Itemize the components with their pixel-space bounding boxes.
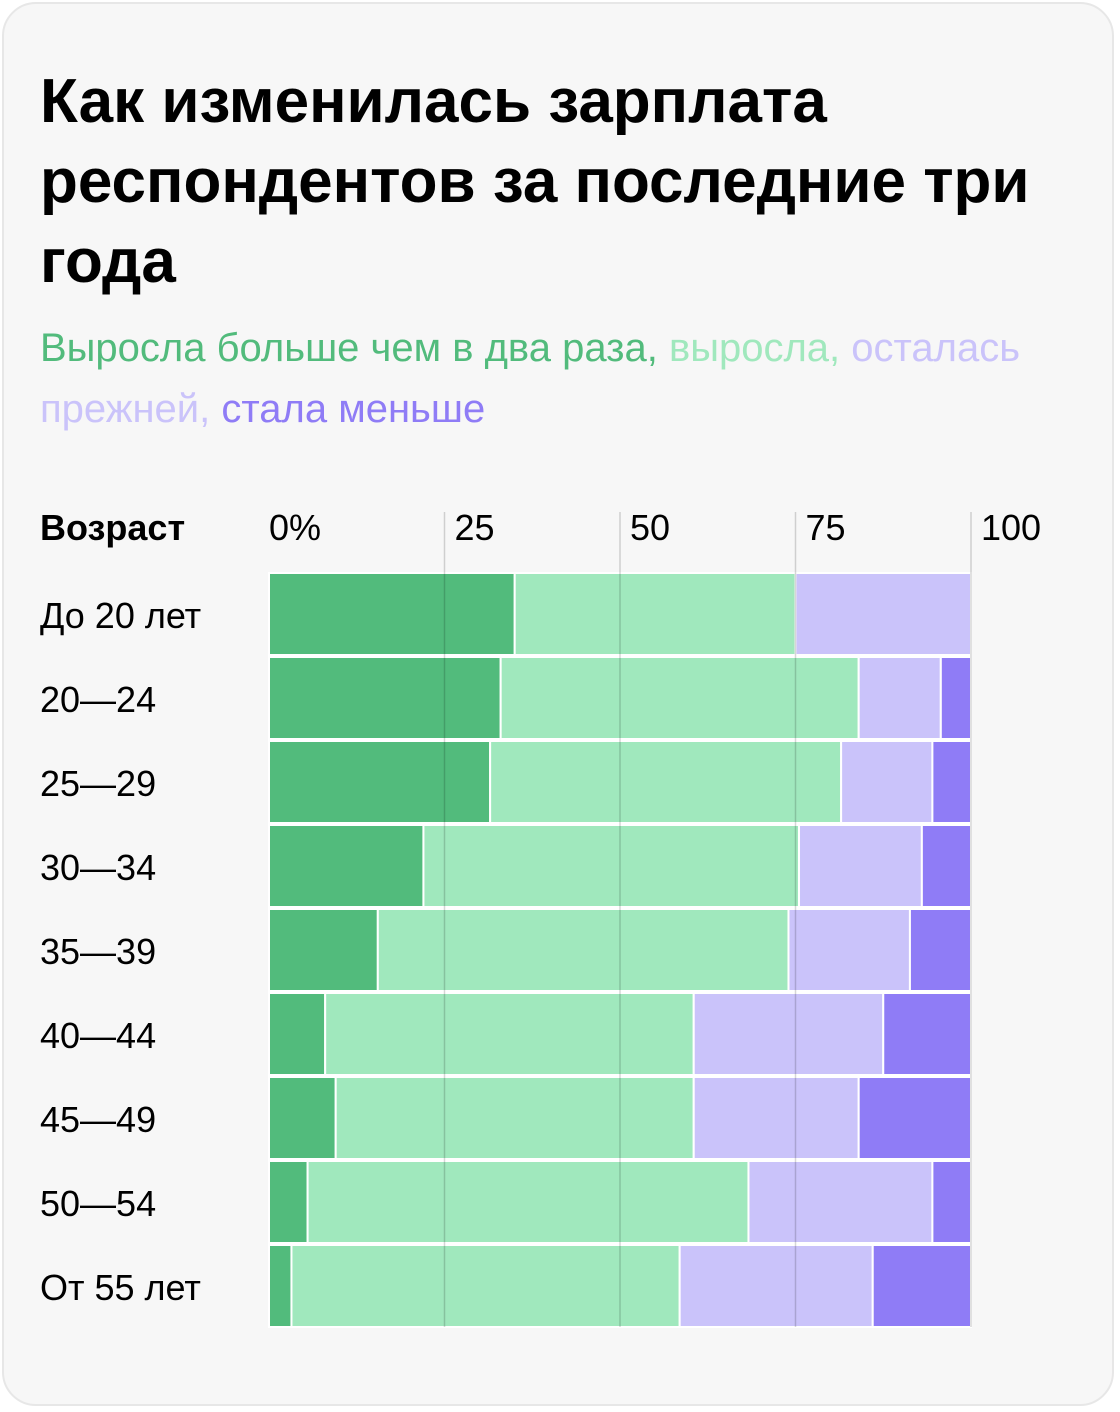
- bar-segment: [871, 1244, 972, 1328]
- bar-segment: [268, 656, 502, 740]
- grid-layer: [443, 512, 972, 1327]
- bar-segment: [489, 740, 843, 824]
- category-label: 25—29: [40, 763, 156, 804]
- bar-segment: [513, 572, 797, 656]
- category-label: 50—54: [40, 1183, 156, 1224]
- bar-segment: [931, 1160, 973, 1244]
- legend-item-decreased: стала меньше: [221, 387, 486, 431]
- bar-segment: [334, 1076, 695, 1160]
- bar-segment: [939, 656, 972, 740]
- bar-segment: [787, 908, 911, 992]
- bar-segment: [931, 740, 973, 824]
- bar-segment: [692, 992, 885, 1076]
- bar-segment: [324, 992, 695, 1076]
- bar-segment: [376, 908, 790, 992]
- bar-segment: [268, 572, 516, 656]
- bar-segment: [794, 572, 972, 656]
- bar-segment: [798, 824, 923, 908]
- y-axis-label: Возраст: [40, 507, 186, 548]
- x-tick-label: 100: [981, 507, 1041, 548]
- bar-segment: [920, 824, 972, 908]
- category-label: До 20 лет: [40, 595, 201, 636]
- chart-title: Как изменилась зарплата респондентов за …: [40, 67, 1030, 296]
- bar-segment: [857, 1076, 972, 1160]
- x-tick-label: 75: [806, 507, 846, 548]
- bar-segment: [908, 908, 972, 992]
- category-label: 35—39: [40, 931, 156, 972]
- bar-segment: [840, 740, 934, 824]
- category-label: От 55 лет: [40, 1267, 201, 1308]
- bar-segment: [882, 992, 972, 1076]
- bar-segment: [268, 1160, 309, 1244]
- bar-segment: [268, 1076, 337, 1160]
- bar-segment: [857, 656, 942, 740]
- bar-segment: [306, 1160, 750, 1244]
- bar-segment: [268, 740, 492, 824]
- bar-segment: [499, 656, 860, 740]
- bar-segment: [692, 1076, 860, 1160]
- legend: Выросла больше чем в два раза, выросла, …: [40, 318, 1060, 440]
- category-label: 45—49: [40, 1099, 156, 1140]
- bars-layer: [268, 572, 973, 1328]
- bar-segment: [290, 1244, 681, 1328]
- labels-layer: До 20 лет 20—24 25—29 30—34 35—39 40—44 45—49 5…: [40, 507, 1041, 1308]
- legend-item-grew: выросла,: [668, 326, 852, 370]
- x-tick-label: 50: [630, 507, 670, 548]
- x-tick-label: 0%: [269, 507, 321, 548]
- legend-item-same: осталась прежней,: [40, 326, 1021, 431]
- bar-segment: [422, 824, 801, 908]
- bar-segment: [268, 824, 425, 908]
- x-tick-label: 25: [455, 507, 495, 548]
- bar-segment: [268, 992, 327, 1076]
- bar-segment: [268, 1244, 293, 1328]
- category-label: 40—44: [40, 1015, 156, 1056]
- bar-segment: [747, 1160, 934, 1244]
- category-label: 20—24: [40, 679, 156, 720]
- bar-segment: [678, 1244, 874, 1328]
- bar-segment: [268, 908, 379, 992]
- category-label: 30—34: [40, 847, 156, 888]
- legend-item-doubled: Выросла больше чем в два раза,: [40, 326, 669, 370]
